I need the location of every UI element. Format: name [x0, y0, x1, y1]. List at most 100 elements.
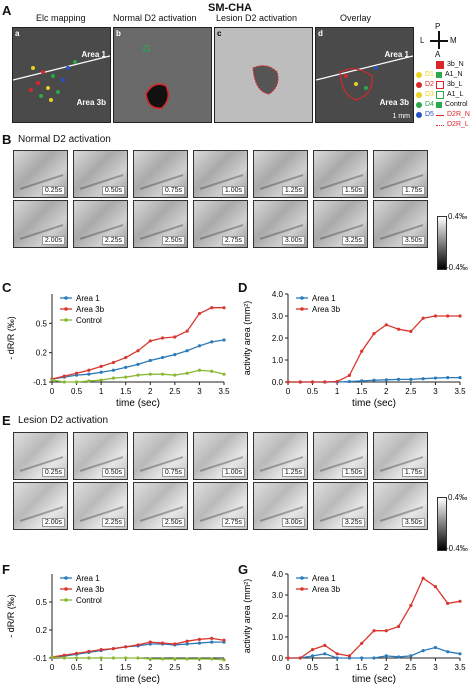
data-point — [360, 656, 364, 660]
x-tick-label: 0 — [50, 387, 55, 396]
legend-label: Area 1 — [312, 574, 336, 583]
brain-image-elc-mapping: a Area 1 Area 3b — [12, 27, 111, 123]
frame-1_75s: 1.75s — [373, 150, 428, 198]
x-axis-label: time (sec) — [116, 674, 160, 685]
data-point — [384, 629, 388, 633]
x-tick-label: 0.5 — [307, 387, 319, 396]
e-title: Lesion D2 activation — [18, 415, 109, 426]
data-point — [210, 369, 214, 373]
frame-time-label: 1.25s — [281, 468, 305, 477]
frame-time-label: 2.50s — [161, 236, 185, 245]
colorbar-b-top: 0.4‰ — [448, 212, 468, 221]
x-tick-label: 2.5 — [405, 387, 417, 396]
data-point — [335, 652, 339, 656]
legend-marker — [300, 296, 304, 300]
legend-control: Control — [445, 101, 468, 108]
data-point — [62, 656, 66, 660]
data-point — [222, 306, 226, 310]
frame-time-label: 3.25s — [341, 236, 365, 245]
x-tick-label: 0 — [286, 387, 291, 396]
frame-time-label: 0.75s — [161, 468, 185, 477]
x-tick-label: 3 — [197, 663, 202, 672]
legend-a1-l: A1_L — [447, 91, 464, 98]
data-point — [62, 380, 66, 384]
data-point — [421, 649, 425, 653]
frame-time-label: 1.75s — [401, 186, 425, 195]
data-point — [62, 374, 66, 378]
y-tick-label: -0.1 — [33, 654, 47, 663]
x-tick-label: 1.5 — [120, 387, 132, 396]
data-point — [197, 344, 202, 348]
legend-3b-n: 3b_N — [447, 61, 464, 68]
frame-time-label: 3.50s — [401, 518, 425, 527]
frame-time-label: 3.50s — [401, 236, 425, 245]
frame-time-label: 1.00s — [221, 186, 245, 195]
data-point — [197, 368, 202, 372]
data-point — [210, 306, 214, 310]
data-point — [347, 379, 352, 384]
legend-label: Area 3b — [312, 585, 341, 594]
frame-0_50s: 0.50s — [73, 150, 128, 198]
data-point — [185, 639, 189, 643]
data-point — [74, 371, 79, 375]
frame-3_25s: 3.25s — [313, 200, 368, 248]
data-point — [136, 643, 140, 647]
compass-l: L — [420, 36, 425, 45]
chart-d: 0.0 1.0 2.0 3.0 4.0 0 0.5 1 1.5 2 2.5 3 3.5 time (sec… — [242, 290, 466, 409]
y-tick-label: -0.1 — [33, 378, 47, 387]
data-point — [210, 640, 214, 644]
legend-marker — [64, 598, 68, 602]
data-point — [124, 656, 128, 660]
brain-image-normal-d2: b — [113, 27, 212, 123]
frame-time-label: 2.25s — [101, 518, 125, 527]
y-tick-label: 0.2 — [36, 626, 48, 635]
b-title: Normal D2 activation — [18, 134, 111, 145]
a-subtitle-3: Lesion D2 activation — [216, 13, 298, 23]
frame-time-label: 1.50s — [341, 186, 365, 195]
legend-marker — [64, 587, 68, 591]
scale-bar-label: 1 mm — [392, 113, 411, 120]
x-tick-label: 3 — [433, 387, 438, 396]
data-point — [87, 372, 91, 376]
frame-3_00s: 3.00s — [253, 482, 308, 530]
data-point — [372, 629, 376, 633]
y-tick-label: 3.0 — [272, 591, 284, 600]
data-point — [421, 377, 425, 381]
digit-legend: D1 D2 D3 D4 D5 — [416, 70, 434, 120]
data-point — [111, 647, 116, 651]
data-point — [197, 311, 202, 316]
data-point — [148, 358, 152, 363]
frame-time-label: 2.75s — [221, 236, 245, 245]
data-point — [446, 650, 450, 654]
frame-0_75s: 0.75s — [133, 150, 188, 198]
data-point — [74, 656, 79, 660]
panel-c-letter: C — [2, 280, 12, 295]
data-point — [148, 640, 152, 644]
x-tick-label: 3.5 — [218, 663, 230, 672]
x-axis-label: time (sec) — [352, 398, 396, 409]
data-point — [173, 353, 177, 357]
data-point — [111, 360, 116, 365]
frame-3_25s: 3.25s — [313, 482, 368, 530]
legend-label: Area 3b — [76, 585, 105, 594]
data-point — [210, 340, 214, 344]
colorbar-b-bottom: -0.4‰ — [446, 263, 468, 272]
area1-label-d: Area 1 — [384, 50, 409, 59]
data-point — [148, 339, 152, 343]
data-point — [335, 656, 339, 660]
data-point — [446, 314, 450, 318]
chart-c: -0.1 0.2 0.5 0 0.5 1 1.5 2 2.5 3 3.5 time (sec) - dR… — [6, 294, 230, 409]
data-point — [50, 655, 54, 659]
x-tick-label: 0 — [286, 663, 291, 672]
y-tick-label: 4.0 — [272, 290, 284, 299]
data-point — [173, 373, 177, 377]
frame-time-label: 3.25s — [341, 518, 365, 527]
x-tick-label: 1.5 — [120, 663, 132, 672]
data-point — [323, 380, 327, 384]
x-tick-label: 1 — [335, 663, 340, 672]
data-point — [87, 656, 91, 660]
frame-2_00s: 2.00s — [13, 200, 68, 248]
data-point — [160, 355, 165, 360]
frame-time-label: 1.25s — [281, 186, 305, 195]
data-point — [99, 378, 103, 382]
